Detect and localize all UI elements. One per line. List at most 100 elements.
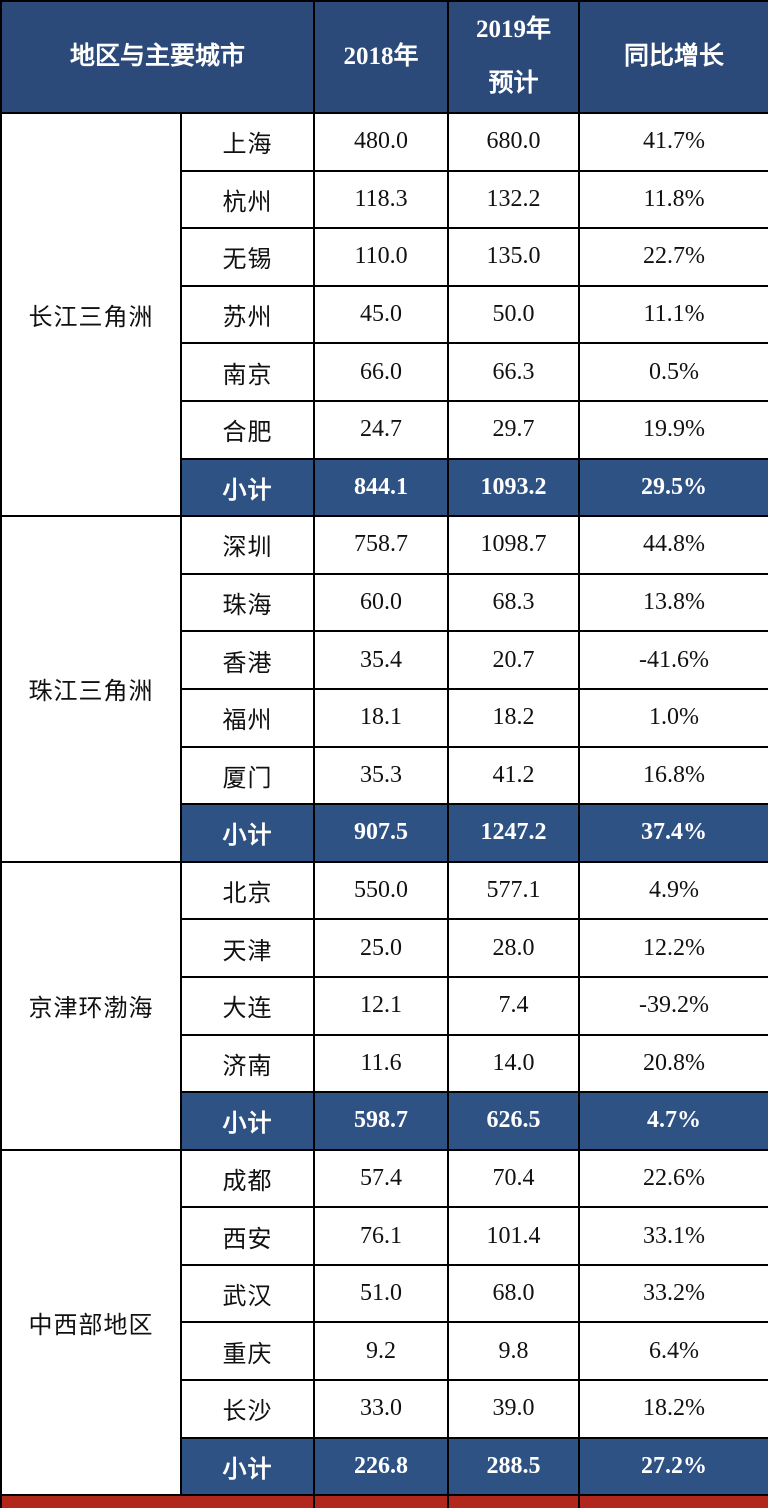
value-2019: 9.8 [447, 1321, 581, 1382]
header-yoy-growth: 同比增长 [578, 0, 768, 114]
growth-value: 16.8% [578, 745, 768, 806]
table-row: 南京 66.0 66.3 0.5% [1, 342, 768, 402]
header-row: 地区与主要城市 2018年 2019年预计 同比增长 [0, 0, 768, 114]
value-2019: 18.2 [447, 687, 581, 748]
city-name: 济南 [179, 1033, 316, 1094]
subtotal-2018: 907.5 [313, 803, 450, 863]
growth-value: 33.2% [578, 1263, 768, 1324]
city-name: 大连 [179, 975, 316, 1036]
table-row: 珠江三角洲 深圳 758.7 1098.7 44.8% [0, 515, 768, 863]
growth-value: 12.2% [578, 918, 768, 978]
grand-total-growth: 26.3% [578, 1494, 768, 1508]
value-2019: 29.7 [447, 399, 581, 460]
value-2019: 7.4 [447, 975, 581, 1036]
table-row: 京津环渤海 北京 550.0 577.1 4.9% [0, 860, 768, 1151]
value-2018: 35.3 [313, 745, 450, 806]
city-name: 深圳 [179, 515, 316, 575]
city-name: 北京 [179, 860, 316, 921]
growth-value: 11.1% [578, 284, 768, 345]
subtotal-2019: 1247.2 [447, 803, 581, 863]
growth-value: 22.6% [578, 1148, 768, 1209]
city-name: 成都 [179, 1148, 316, 1209]
table-row: 长江三角洲 上海 480.0 680.0 41.7% [0, 111, 768, 518]
subtotal-label: 小计 [179, 1436, 316, 1497]
growth-value: -41.6% [578, 630, 768, 690]
subtotal-row: 小计 844.1 1093.2 29.5% [1, 457, 768, 518]
value-2019: 135.0 [447, 227, 581, 287]
growth-value: 33.1% [578, 1206, 768, 1266]
value-2019: 20.7 [447, 630, 581, 690]
table-row: 重庆 9.2 9.8 6.4% [1, 1321, 768, 1382]
subtotal-label: 小计 [179, 803, 316, 863]
city-name: 武汉 [179, 1263, 316, 1324]
city-name: 西安 [179, 1206, 316, 1266]
table-row: 杭州 118.3 132.2 11.8% [1, 169, 768, 230]
subtotal-2018: 844.1 [313, 457, 450, 518]
value-2018: 24.7 [313, 399, 450, 460]
grand-total-2018: 2577.0 [313, 1494, 450, 1508]
header-2019-forecast: 2019年预计 [447, 0, 581, 114]
region-name: 珠江三角洲 [0, 515, 182, 863]
value-2018: 57.4 [313, 1148, 450, 1209]
city-name: 南京 [179, 342, 316, 402]
value-2019: 68.0 [447, 1263, 581, 1324]
header-2018: 2018年 [313, 0, 450, 114]
value-2019: 14.0 [447, 1033, 581, 1094]
growth-value: 0.5% [578, 342, 768, 402]
growth-value: 6.4% [578, 1321, 768, 1382]
table-row: 天津 25.0 28.0 12.2% [1, 918, 768, 978]
growth-value: 19.9% [578, 399, 768, 460]
growth-value: 44.8% [578, 515, 768, 575]
value-2019: 39.0 [447, 1379, 581, 1439]
table-row: 大连 12.1 7.4 -39.2% [1, 975, 768, 1036]
subtotal-2018: 226.8 [313, 1436, 450, 1497]
grand-total-label: 总计 [0, 1494, 316, 1508]
region-name: 中西部地区 [0, 1148, 182, 1497]
subtotal-growth: 4.7% [578, 1091, 768, 1151]
value-2018: 9.2 [313, 1321, 450, 1382]
table-row: 中西部地区 成都 57.4 70.4 22.6% [0, 1148, 768, 1497]
city-name: 香港 [179, 630, 316, 690]
growth-value: -39.2% [578, 975, 768, 1036]
city-name: 上海 [179, 112, 316, 172]
city-name: 重庆 [179, 1321, 316, 1382]
city-name: 无锡 [179, 227, 316, 287]
growth-value: 41.7% [578, 112, 768, 172]
city-name: 杭州 [179, 169, 316, 230]
subtotal-2018: 598.7 [313, 1091, 450, 1151]
subtotal-growth: 29.5% [578, 457, 768, 518]
value-2018: 33.0 [313, 1379, 450, 1439]
region-name: 长江三角洲 [0, 111, 182, 518]
growth-value: 22.7% [578, 227, 768, 287]
city-name: 合肥 [179, 399, 316, 460]
table-row: 武汉 51.0 68.0 33.2% [1, 1263, 768, 1324]
growth-value: 1.0% [578, 687, 768, 748]
table-row: 西安 76.1 101.4 33.1% [1, 1206, 768, 1266]
table-row: 香港 35.4 20.7 -41.6% [1, 630, 768, 690]
value-2018: 550.0 [313, 860, 450, 921]
city-name: 苏州 [179, 284, 316, 345]
subtotal-growth: 37.4% [578, 803, 768, 863]
subtotal-row: 小计 598.7 626.5 4.7% [1, 1091, 768, 1151]
subtotal-label: 小计 [179, 457, 316, 518]
value-2018: 60.0 [313, 572, 450, 633]
value-2019: 70.4 [447, 1148, 581, 1209]
value-2019: 577.1 [447, 860, 581, 921]
value-2018: 11.6 [313, 1033, 450, 1094]
table-row: 济南 11.6 14.0 20.8% [1, 1033, 768, 1094]
table-row: 长沙 33.0 39.0 18.2% [1, 1379, 768, 1439]
value-2018: 118.3 [313, 169, 450, 230]
table-row: 珠海 60.0 68.3 13.8% [1, 572, 768, 633]
value-2018: 110.0 [313, 227, 450, 287]
table-row: 苏州 45.0 50.0 11.1% [1, 284, 768, 345]
value-2018: 18.1 [313, 687, 450, 748]
value-2019: 66.3 [447, 342, 581, 402]
value-2019: 41.2 [447, 745, 581, 806]
table-row: 厦门 35.3 41.2 16.8% [1, 745, 768, 806]
subtotal-2019: 1093.2 [447, 457, 581, 518]
region-name: 京津环渤海 [0, 860, 182, 1151]
value-2019: 680.0 [447, 112, 581, 172]
value-2018: 45.0 [313, 284, 450, 345]
growth-value: 18.2% [578, 1379, 768, 1439]
